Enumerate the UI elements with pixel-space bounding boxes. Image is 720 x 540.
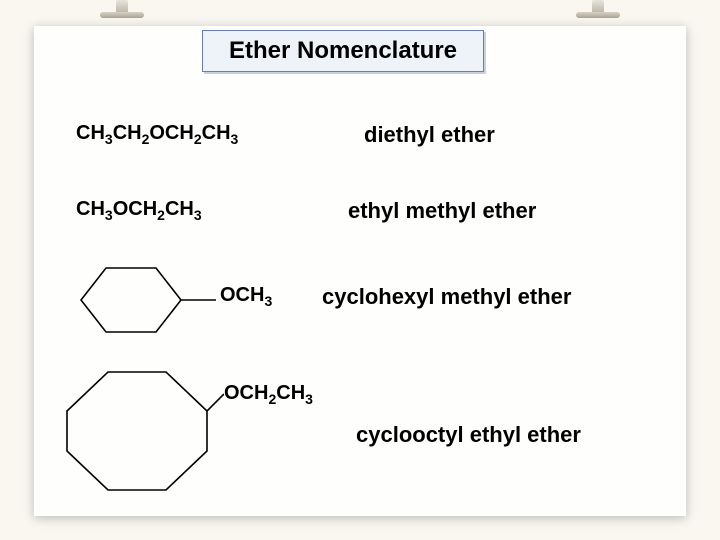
name-ethyl-methyl-ether: ethyl methyl ether [348,198,536,224]
slide-card: Ether Nomenclature CH3CH2OCH2CH3 diethyl… [34,26,686,516]
structure-cyclooctyl [62,364,224,503]
binder-clip-left [100,0,144,18]
formula-ethyl-methyl-ether: CH3OCH2CH3 [76,198,202,223]
structure-cyclohexyl [76,258,216,347]
name-diethyl-ether: diethyl ether [364,122,495,148]
binder-clip-right [576,0,620,18]
formula-och3: OCH3 [220,284,272,309]
title-box: Ether Nomenclature [202,30,484,72]
name-cyclooctyl-ethyl-ether: cyclooctyl ethyl ether [356,422,581,448]
cyclooctyl-icon [62,364,224,498]
formula-diethyl-ether: CH3CH2OCH2CH3 [76,122,238,147]
cyclohexyl-icon [76,258,216,342]
slide-title: Ether Nomenclature [229,37,457,65]
formula-och2ch3: OCH2CH3 [224,382,313,407]
name-cyclohexyl-methyl-ether: cyclohexyl methyl ether [322,284,571,310]
